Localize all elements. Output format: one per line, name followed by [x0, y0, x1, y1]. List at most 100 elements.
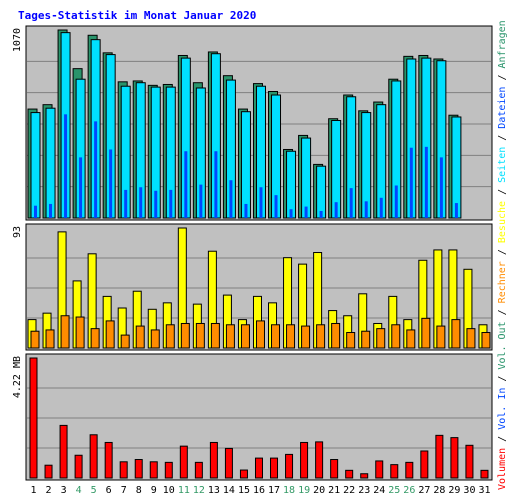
- bar-rechner-day-8: [135, 325, 145, 349]
- bar-dateien-day-29: [451, 116, 462, 219]
- x-tick-label-day-18: 18: [283, 485, 295, 496]
- bar-rechner-day-30: [466, 328, 476, 349]
- bar-rechner-day-23: [361, 330, 371, 349]
- bar-volumen-day-6: [104, 441, 113, 479]
- bar-volumen-day-28: [435, 434, 444, 479]
- x-tick-label-day-17: 17: [268, 485, 280, 496]
- bar-volumen-day-8: [134, 459, 143, 479]
- bar-seiten-day-28: [439, 157, 443, 218]
- bar-seiten-day-4: [79, 157, 83, 218]
- bar-seiten-day-14: [229, 180, 233, 218]
- panel-visits: [25, 223, 493, 351]
- legend-text-8: Besuche: [497, 201, 508, 243]
- x-tick-label-day-14: 14: [223, 485, 235, 496]
- bar-volumen-day-4: [74, 454, 83, 479]
- panel-volume: [25, 353, 493, 481]
- bar-seiten-day-29: [454, 203, 458, 218]
- x-tick-label-day-31: 31: [478, 485, 490, 496]
- legend-text-3: /: [497, 370, 508, 388]
- bar-seiten-day-7: [124, 189, 128, 218]
- bar-rechner-day-12: [195, 322, 205, 349]
- bar-rechner-day-19: [301, 325, 311, 349]
- bar-seiten-day-21: [334, 202, 338, 218]
- legend-text-13: /: [497, 68, 508, 86]
- bar-seiten-day-9: [154, 190, 158, 218]
- bar-volumen-day-17: [270, 457, 279, 479]
- bar-rechner-day-14: [225, 324, 235, 349]
- bar-seiten-day-19: [304, 206, 308, 218]
- legend-text-0: Volumen: [497, 448, 508, 490]
- bar-rechner-day-13: [210, 322, 220, 349]
- bar-seiten-day-24: [379, 197, 383, 218]
- legend-text-14: Anfragen: [497, 20, 508, 68]
- bar-rechner-day-2: [45, 329, 55, 349]
- bar-rechner-day-9: [150, 329, 160, 349]
- chart-panels: [25, 25, 493, 481]
- legend-text-7: /: [497, 243, 508, 261]
- x-axis-labels: 1 2 3 4 5 6 7 8 9 10 11 12 13 14 15 16 17 18 19 20 21 22 23 24 2…: [31, 485, 491, 496]
- bar-rechner-day-22: [346, 332, 356, 349]
- x-tick-label-day-26: 26: [403, 485, 415, 496]
- bar-volumen-day-25: [390, 464, 399, 479]
- bar-volumen-day-19: [300, 441, 309, 479]
- bar-volumen-day-21: [330, 459, 339, 479]
- bar-rechner-day-5: [90, 328, 100, 349]
- bar-volumen-day-31: [480, 469, 489, 479]
- bar-seiten-day-17: [274, 195, 278, 218]
- bar-volumen-day-1: [29, 357, 38, 479]
- bar-seiten-day-8: [139, 187, 143, 218]
- x-tick-label-day-7: 7: [121, 485, 127, 496]
- legend-text-6: Rechner: [497, 261, 508, 303]
- right-legend: Volumen / Vol. In / Vol. Out / Rechner /…: [497, 20, 508, 490]
- bar-volumen-day-11: [179, 445, 188, 479]
- panel-requests: [25, 25, 493, 221]
- bar-volumen-day-14: [224, 447, 233, 479]
- bar-volumen-day-20: [315, 441, 324, 479]
- bar-volumen-day-30: [465, 444, 474, 479]
- bar-volumen-day-9: [149, 461, 158, 479]
- bar-volumen-day-15: [239, 469, 248, 479]
- bar-rechner-day-7: [120, 334, 130, 349]
- x-tick-label-day-30: 30: [463, 485, 475, 496]
- x-tick-label-day-20: 20: [313, 485, 325, 496]
- x-tick-label-day-12: 12: [193, 485, 205, 496]
- bar-seiten-day-13: [214, 151, 218, 218]
- bar-seiten-day-15: [244, 203, 248, 218]
- x-tick-label-day-15: 15: [238, 485, 250, 496]
- bar-rechner-day-28: [436, 325, 446, 349]
- bar-seiten-day-20: [319, 210, 323, 218]
- bar-seiten-day-18: [289, 209, 293, 218]
- bar-seiten-day-22: [349, 188, 353, 218]
- bar-dateien-day-15: [240, 111, 251, 219]
- bar-seiten-day-5: [94, 121, 98, 218]
- x-tick-label-day-24: 24: [373, 485, 385, 496]
- x-tick-label-day-16: 16: [253, 485, 265, 496]
- x-tick-label-day-27: 27: [418, 485, 430, 496]
- bar-rechner-day-29: [451, 319, 461, 349]
- chart-title: Tages-Statistik im Monat Januar 2020: [18, 9, 256, 22]
- bar-rechner-day-3: [60, 315, 70, 349]
- bar-volumen-day-22: [345, 469, 354, 479]
- x-tick-label-day-5: 5: [91, 485, 97, 496]
- bar-seiten-day-3: [64, 114, 68, 218]
- bar-volumen-day-3: [59, 424, 68, 479]
- bar-rechner-day-20: [316, 324, 326, 349]
- bar-volumen-day-29: [450, 437, 459, 479]
- bar-rechner-day-17: [271, 324, 281, 349]
- x-tick-label-day-4: 4: [76, 485, 82, 496]
- x-tick-label-day-21: 21: [328, 485, 340, 496]
- bar-rechner-day-4: [75, 316, 85, 349]
- bar-volumen-day-16: [254, 457, 263, 479]
- bar-rechner-day-15: [240, 324, 250, 349]
- legend-text-10: Seiten: [497, 147, 508, 183]
- x-tick-label-day-22: 22: [343, 485, 355, 496]
- bar-seiten-day-11: [184, 151, 188, 218]
- x-tick-label-day-1: 1: [31, 485, 37, 496]
- y-max-label-volume: 4.22 MB: [12, 356, 23, 398]
- bar-seiten-day-10: [169, 189, 173, 218]
- bar-volumen-day-23: [360, 473, 369, 479]
- bar-volumen-day-24: [375, 460, 384, 479]
- x-tick-label-day-3: 3: [61, 485, 67, 496]
- bar-seiten-day-25: [394, 185, 398, 218]
- x-tick-label-day-11: 11: [178, 485, 190, 496]
